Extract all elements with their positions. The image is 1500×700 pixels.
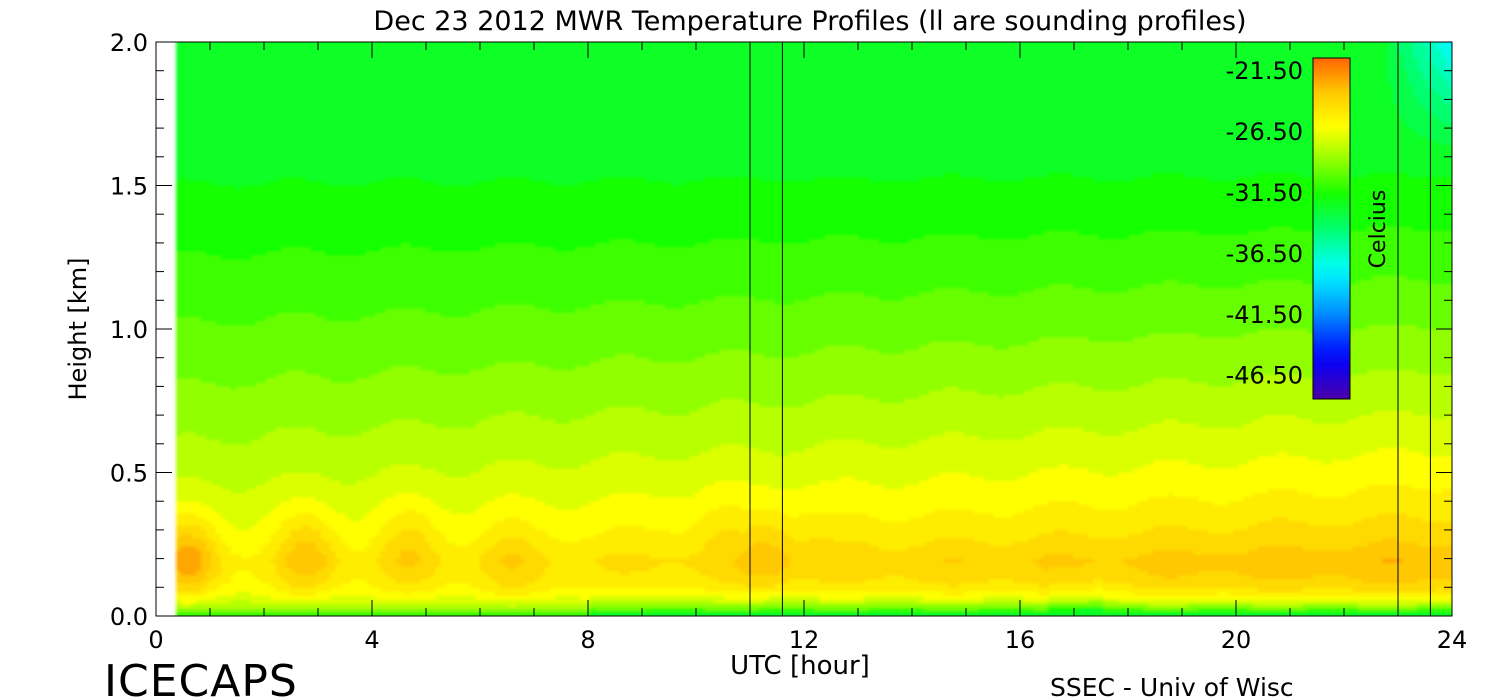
colorbar-tick-labels: -21.50 -26.50 -31.50 -36.50 -41.50 -46.50 (1226, 57, 1303, 389)
temperature-heatmap (156, 42, 1452, 616)
x-tick-label: 0 (148, 626, 163, 654)
heatmap-layer (156, 42, 1452, 616)
x-tick-label: 16 (1005, 626, 1036, 654)
footer-credit-text: SSEC - Univ of Wisc (1050, 673, 1294, 700)
colorbar: -21.50 -26.50 -31.50 -36.50 -41.50 -46.50 Cel… (1226, 57, 1391, 400)
x-axis-label: UTC [hour] (730, 651, 870, 681)
colorbar-tick-label: -41.50 (1226, 301, 1303, 329)
colorbar-label: Celcius (1366, 190, 1391, 269)
y-tick-label: 0.5 (110, 460, 148, 488)
y-axis-label: Height [km] (64, 258, 92, 401)
colorbar-tick-label: -31.50 (1226, 179, 1303, 207)
colorbar-gradient (1312, 57, 1351, 400)
x-tick-label: 12 (789, 626, 820, 654)
x-tick-label: 20 (1221, 626, 1252, 654)
x-tick-label: 24 (1437, 626, 1468, 654)
y-axis-ticks: 0.0 0.5 1.0 1.5 2.0 (110, 29, 1452, 631)
colorbar-tick-label: -46.50 (1226, 362, 1303, 390)
colorbar-tick-label: -36.50 (1226, 240, 1303, 268)
colorbar-tick-label: -21.50 (1226, 57, 1303, 85)
y-tick-label: 0.0 (110, 603, 148, 631)
x-axis-ticks: 0 4 8 12 16 20 24 (148, 42, 1467, 654)
colorbar-tick-label: -26.50 (1226, 118, 1303, 146)
x-tick-label: 8 (580, 626, 595, 654)
y-tick-label: 2.0 (110, 29, 148, 57)
chart-title: Dec 23 2012 MWR Temperature Profiles (ll… (373, 6, 1246, 37)
sounding-profile-lines (749, 42, 1431, 616)
x-tick-label: 4 (364, 626, 379, 654)
y-tick-label: 1.0 (110, 316, 148, 344)
y-tick-label: 1.5 (110, 173, 148, 201)
footer-logo-text: ICECAPS (104, 656, 298, 700)
